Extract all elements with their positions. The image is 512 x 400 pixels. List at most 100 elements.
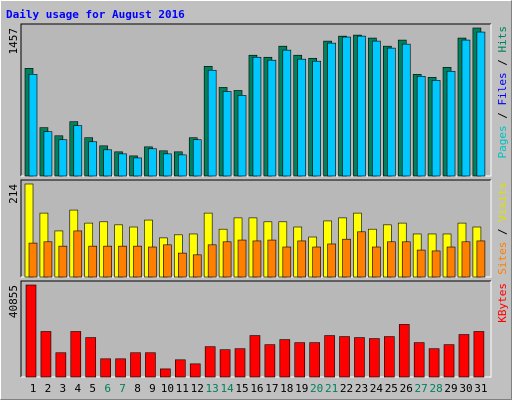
bar bbox=[40, 331, 52, 378]
plot-bevel bbox=[20, 179, 491, 277]
x-tick-label: 31 bbox=[474, 382, 487, 395]
x-tick-label: 28 bbox=[429, 382, 442, 395]
bar bbox=[73, 125, 83, 177]
bar bbox=[85, 337, 97, 378]
side-label: Sites / Visits bbox=[496, 182, 509, 275]
bar bbox=[476, 31, 486, 177]
bar bbox=[133, 157, 142, 177]
bar bbox=[357, 35, 366, 177]
x-tick-label: 13 bbox=[206, 382, 219, 395]
bar bbox=[249, 335, 261, 378]
bar bbox=[118, 153, 127, 177]
bar bbox=[73, 230, 83, 278]
bar bbox=[145, 352, 156, 378]
bar bbox=[234, 348, 246, 378]
bar bbox=[446, 246, 456, 278]
x-tick-label: 14 bbox=[220, 382, 234, 395]
bar bbox=[354, 337, 365, 378]
x-tick-label: 19 bbox=[295, 382, 308, 395]
bar bbox=[130, 352, 141, 378]
bar bbox=[88, 245, 98, 278]
bar bbox=[398, 324, 410, 378]
bar bbox=[372, 40, 381, 177]
bar bbox=[100, 358, 111, 378]
bar bbox=[431, 250, 441, 278]
y-tick-label: 214 bbox=[7, 184, 20, 204]
bar bbox=[133, 245, 142, 278]
x-tick-label: 26 bbox=[400, 382, 413, 395]
bar bbox=[43, 131, 53, 177]
plot-bevel bbox=[20, 280, 491, 377]
bar bbox=[473, 331, 485, 378]
bar bbox=[401, 241, 411, 278]
bar bbox=[103, 149, 112, 177]
bar bbox=[55, 352, 67, 378]
x-tick-label: 22 bbox=[340, 382, 353, 395]
x-tick-label: 18 bbox=[280, 382, 293, 395]
x-tick-label: 16 bbox=[250, 382, 263, 395]
bar bbox=[446, 70, 456, 177]
bar bbox=[312, 60, 321, 177]
bar bbox=[339, 336, 350, 378]
bar bbox=[461, 241, 471, 278]
bar bbox=[297, 240, 307, 278]
x-tick-label: 12 bbox=[191, 382, 204, 395]
bar bbox=[175, 359, 186, 378]
bar bbox=[428, 348, 440, 378]
bar bbox=[204, 346, 216, 378]
bar bbox=[431, 80, 441, 177]
side-label: Pages / Files / Hits bbox=[496, 26, 509, 159]
bar bbox=[103, 245, 112, 278]
bar bbox=[58, 245, 68, 278]
x-tick-label: 24 bbox=[370, 382, 384, 395]
bar bbox=[413, 342, 425, 378]
bar bbox=[264, 344, 276, 378]
bar bbox=[160, 368, 171, 378]
side-label-part: Files bbox=[496, 72, 509, 105]
bar bbox=[88, 141, 98, 177]
y-tick-label: 1457 bbox=[7, 28, 20, 55]
bar bbox=[148, 148, 157, 177]
x-tick-label: 27 bbox=[415, 382, 428, 395]
x-tick-label: 3 bbox=[60, 382, 67, 395]
bar bbox=[312, 246, 321, 278]
bar bbox=[282, 49, 292, 177]
x-tick-label: 5 bbox=[89, 382, 96, 395]
bar bbox=[43, 241, 53, 278]
bar bbox=[327, 243, 336, 278]
x-tick-label: 20 bbox=[310, 382, 323, 395]
bar bbox=[294, 342, 306, 378]
side-label-part: Sites bbox=[496, 242, 509, 275]
x-tick-label: 25 bbox=[385, 382, 398, 395]
bar bbox=[357, 231, 366, 278]
bar bbox=[476, 240, 486, 278]
x-tick-label: 23 bbox=[355, 382, 368, 395]
bar bbox=[461, 39, 471, 177]
bar bbox=[384, 336, 395, 378]
bar bbox=[297, 58, 307, 177]
x-tick-label: 30 bbox=[459, 382, 472, 395]
x-tick-label: 2 bbox=[45, 382, 52, 395]
side-label-part: / bbox=[496, 53, 509, 73]
bar bbox=[416, 76, 426, 177]
x-tick-label: 21 bbox=[325, 382, 338, 395]
bar bbox=[115, 358, 126, 378]
side-label: KBytes bbox=[496, 283, 509, 323]
bar bbox=[369, 338, 380, 378]
bar bbox=[148, 246, 157, 278]
bar bbox=[342, 238, 351, 278]
bar bbox=[118, 245, 127, 278]
x-tick-label: 1 bbox=[30, 382, 37, 395]
y-tick-label: 40855 bbox=[7, 285, 20, 318]
bar bbox=[267, 59, 277, 177]
bar bbox=[401, 43, 411, 177]
bar bbox=[279, 339, 291, 378]
bar bbox=[70, 331, 82, 378]
bar bbox=[178, 252, 187, 278]
bar bbox=[327, 42, 336, 177]
x-tick-label: 29 bbox=[444, 382, 457, 395]
x-tick-label: 9 bbox=[149, 382, 156, 395]
x-tick-label: 17 bbox=[265, 382, 278, 395]
